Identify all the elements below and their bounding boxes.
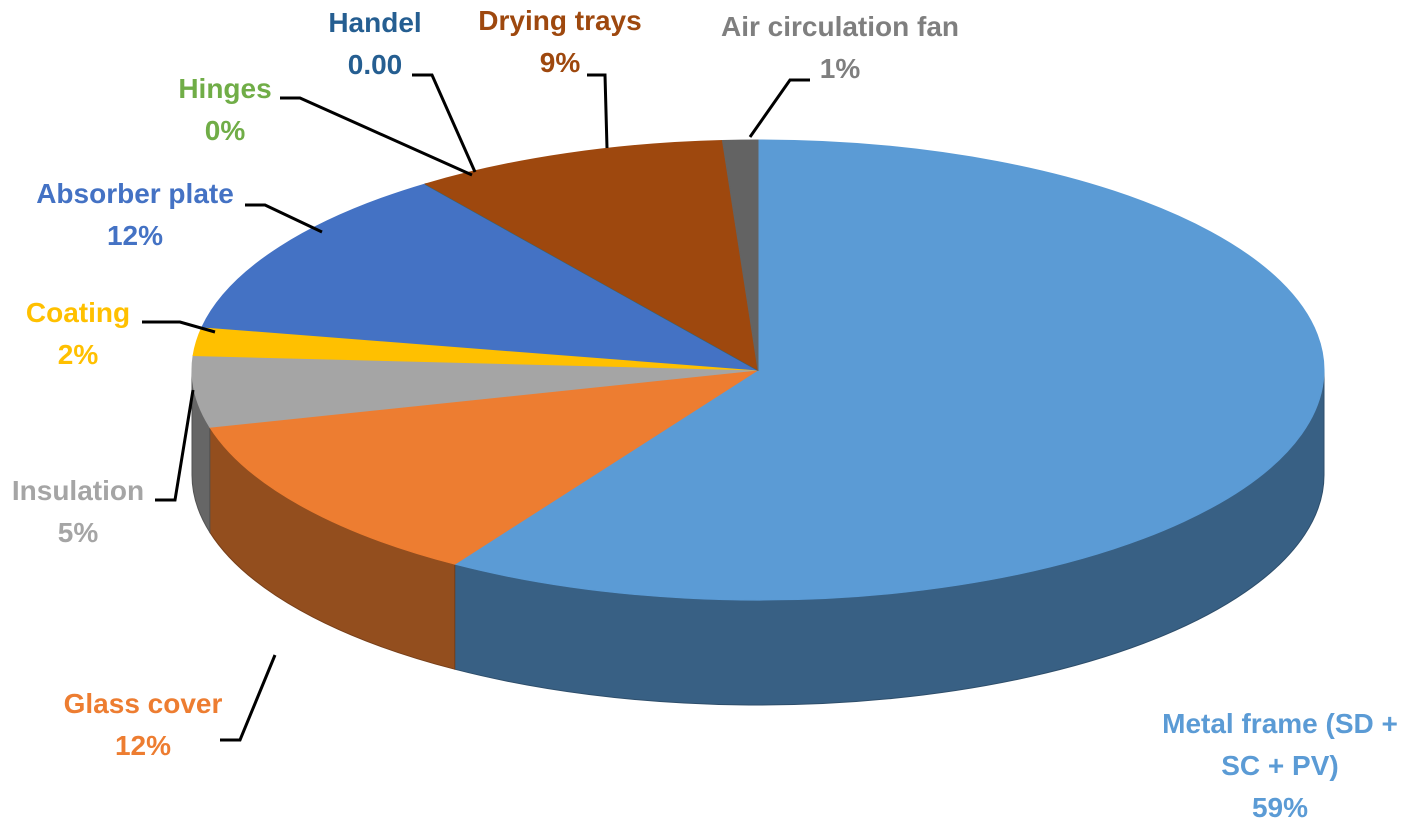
data-label: Absorber plate 12% xyxy=(5,173,265,257)
category-label: Absorber plate xyxy=(36,178,234,209)
data-label: Insulation 5% xyxy=(0,470,163,554)
pie-slice xyxy=(208,369,759,565)
category-label: Air circulation fan xyxy=(720,11,960,42)
pie-slice xyxy=(424,139,759,371)
category-label: Handel xyxy=(328,7,422,38)
value-label: 0.00 xyxy=(347,49,403,80)
data-label: Drying trays 9% xyxy=(450,0,670,84)
value-label: 59% xyxy=(1251,792,1309,823)
leader-line xyxy=(245,203,323,234)
data-label: Metal frame (SD + SC + PV) 59% xyxy=(1140,703,1418,829)
value-label: 9% xyxy=(539,47,581,78)
category-label: Drying trays xyxy=(478,5,642,36)
data-label: Coating 2% xyxy=(0,292,158,376)
value-label: 0% xyxy=(204,115,246,146)
leader-line xyxy=(155,389,195,502)
value-label: 2% xyxy=(57,339,99,370)
category-label: Glass cover xyxy=(63,688,223,719)
data-label: Hinges 0% xyxy=(155,68,295,152)
value-label: 5% xyxy=(57,517,99,548)
category-label: Coating xyxy=(25,297,131,328)
value-label: 12% xyxy=(106,220,164,251)
leader-line xyxy=(220,654,277,742)
value-label: 1% xyxy=(819,53,861,84)
data-label: Glass cover 12% xyxy=(13,683,273,767)
leader-line xyxy=(142,320,216,334)
leader-line xyxy=(587,73,609,149)
pie-slice xyxy=(201,183,759,371)
pie-slice xyxy=(453,139,1325,601)
data-label: Handel 0.00 xyxy=(305,2,445,86)
category-label: Hinges xyxy=(178,73,272,104)
leader-line xyxy=(280,96,473,177)
category-label: Metal frame (SD + SC + PV) xyxy=(1162,708,1398,781)
leader-line xyxy=(748,78,810,138)
category-label: Insulation xyxy=(11,475,145,506)
value-label: 12% xyxy=(114,730,172,761)
leader-line xyxy=(412,73,477,173)
pie-slice xyxy=(191,355,759,428)
pie-slice xyxy=(721,139,759,371)
data-label: Air circulation fan 1% xyxy=(690,6,990,90)
